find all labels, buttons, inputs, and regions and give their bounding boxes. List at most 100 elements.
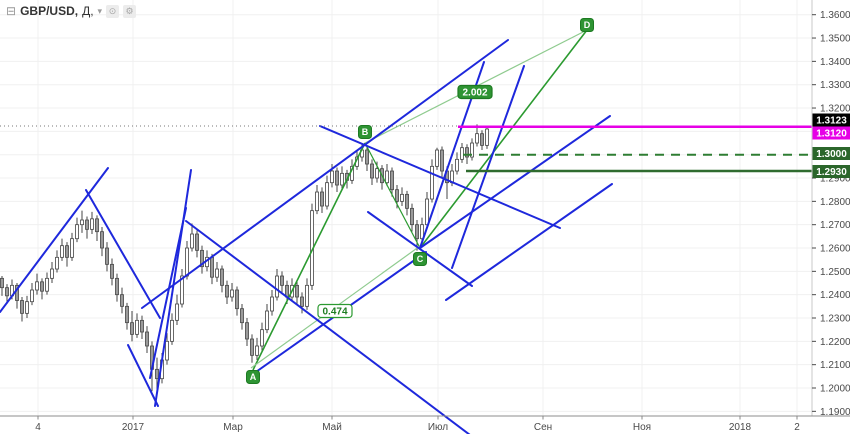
fib-label-box[interactable]	[457, 84, 493, 100]
point-label-d[interactable]	[580, 18, 594, 32]
price-tick-label: 1.3600	[820, 10, 850, 21]
candle-body	[130, 322, 134, 335]
trend-line[interactable]	[127, 344, 159, 407]
horizontal-levels[interactable]	[0, 125, 812, 173]
candle-body	[320, 191, 324, 207]
candle-body	[0, 277, 4, 289]
candle-body	[35, 281, 39, 291]
candle-body	[315, 191, 319, 212]
pattern-points[interactable]: A B C D	[246, 18, 594, 384]
candle-body	[145, 331, 149, 347]
candle-body	[200, 249, 204, 268]
candle-body	[65, 245, 69, 258]
candle-body	[120, 294, 124, 307]
candle-body	[400, 193, 404, 202]
candle-body	[255, 345, 259, 356]
price-badge-1.2930	[812, 165, 850, 178]
candle-body	[85, 219, 89, 230]
candle-body	[410, 207, 414, 226]
trend-line[interactable]	[319, 125, 561, 229]
time-tick-label: 2	[794, 422, 800, 433]
candle-body	[165, 340, 169, 361]
candle-body	[220, 268, 224, 286]
candle-body	[295, 284, 299, 298]
point-label-a[interactable]	[246, 370, 260, 384]
price-tick-label: 1.3500	[820, 34, 850, 45]
pattern-line-CD[interactable]	[419, 29, 588, 249]
fib-label-text: 0.474	[322, 307, 347, 318]
trend-line[interactable]	[451, 65, 525, 269]
candle-body	[25, 301, 29, 314]
price-tick-label: 1.3200	[820, 104, 850, 115]
candle-body	[420, 224, 424, 240]
trend-line[interactable]	[149, 207, 187, 379]
candle-body	[180, 275, 184, 305]
candle-body	[430, 165, 434, 200]
symbol-legend: ⊟ GBP/USD, Д, ▾ ⊙ ⚙	[6, 4, 137, 18]
fib-labels[interactable]: 2.002 0.474	[317, 84, 493, 319]
price-tick-label: 1.2600	[820, 244, 850, 255]
price-tick-label: 1.2400	[820, 290, 850, 301]
candle-body	[40, 281, 44, 292]
candle-body	[415, 224, 419, 240]
trend-line[interactable]	[419, 115, 611, 249]
candle-body	[100, 231, 104, 249]
chevron-down-icon[interactable]: ▾	[97, 5, 103, 16]
trend-line[interactable]	[85, 189, 161, 319]
candle-body	[325, 182, 329, 207]
trend-line[interactable]	[141, 39, 509, 309]
price-badge-text: 1.3123	[816, 116, 847, 127]
candle-body	[135, 319, 139, 335]
price-tick-label: 1.2300	[820, 314, 850, 325]
candle-body	[470, 142, 474, 158]
price-tick-label: 1.1900	[820, 407, 850, 418]
candle-body	[340, 172, 344, 186]
candle-body	[230, 289, 234, 298]
gear-icon[interactable]: ⚙	[123, 4, 137, 18]
candle-body	[485, 128, 489, 146]
trend-line[interactable]	[0, 167, 109, 313]
candle-body	[105, 247, 109, 265]
price-tick-label: 1.2100	[820, 360, 850, 371]
trend-line[interactable]	[445, 183, 613, 301]
trend-lines[interactable]	[0, 39, 613, 434]
symbol-name[interactable]: GBP/USD,	[20, 4, 79, 18]
interval-label[interactable]: Д,	[82, 4, 94, 18]
price-tick-label: 1.3400	[820, 57, 850, 68]
price-tick-label: 1.3300	[820, 80, 850, 91]
candle-body	[335, 170, 339, 186]
time-tick-label: 4	[35, 422, 41, 433]
candle-body	[395, 189, 399, 202]
candle-body	[70, 238, 74, 258]
xabcd-pattern[interactable]	[250, 29, 588, 371]
time-axis[interactable]: 4 2017 Мар Май Июл Сен Ноя 2018 2	[0, 415, 850, 433]
candle-body	[240, 308, 244, 324]
price-tick-label: 1.2800	[820, 197, 850, 208]
point-letter: D	[584, 20, 591, 30]
candle-body	[155, 368, 159, 380]
eye-icon[interactable]: ⊙	[106, 4, 120, 18]
point-label-c[interactable]	[413, 252, 427, 266]
collapse-legend-icon[interactable]: ⊟	[6, 4, 17, 18]
pattern-line-AB[interactable]	[252, 142, 366, 371]
candle-body	[175, 303, 179, 321]
pattern-line-BC[interactable]	[364, 142, 421, 249]
price-axis-bg	[812, 0, 850, 434]
candle-body	[75, 224, 79, 240]
candle-body	[210, 256, 214, 278]
trend-line[interactable]	[154, 169, 192, 407]
candle-body	[50, 268, 54, 279]
price-axis[interactable]: 1.1900 1.2000 1.2100 1.2200 1.2300 1.2400 1.25…	[811, 0, 850, 434]
time-tick-label: Май	[322, 422, 342, 433]
time-tick-label: 2017	[122, 422, 145, 433]
trend-line[interactable]	[185, 220, 478, 434]
candle-body	[440, 149, 444, 172]
candle-body	[265, 310, 269, 331]
price-badge-text: 1.3120	[816, 129, 847, 140]
fib-label-box[interactable]	[317, 303, 353, 319]
candle-body	[455, 158, 459, 172]
price-tick-label: 1.2700	[820, 220, 850, 231]
point-label-b[interactable]	[358, 125, 372, 139]
point-letter: C	[417, 254, 424, 264]
